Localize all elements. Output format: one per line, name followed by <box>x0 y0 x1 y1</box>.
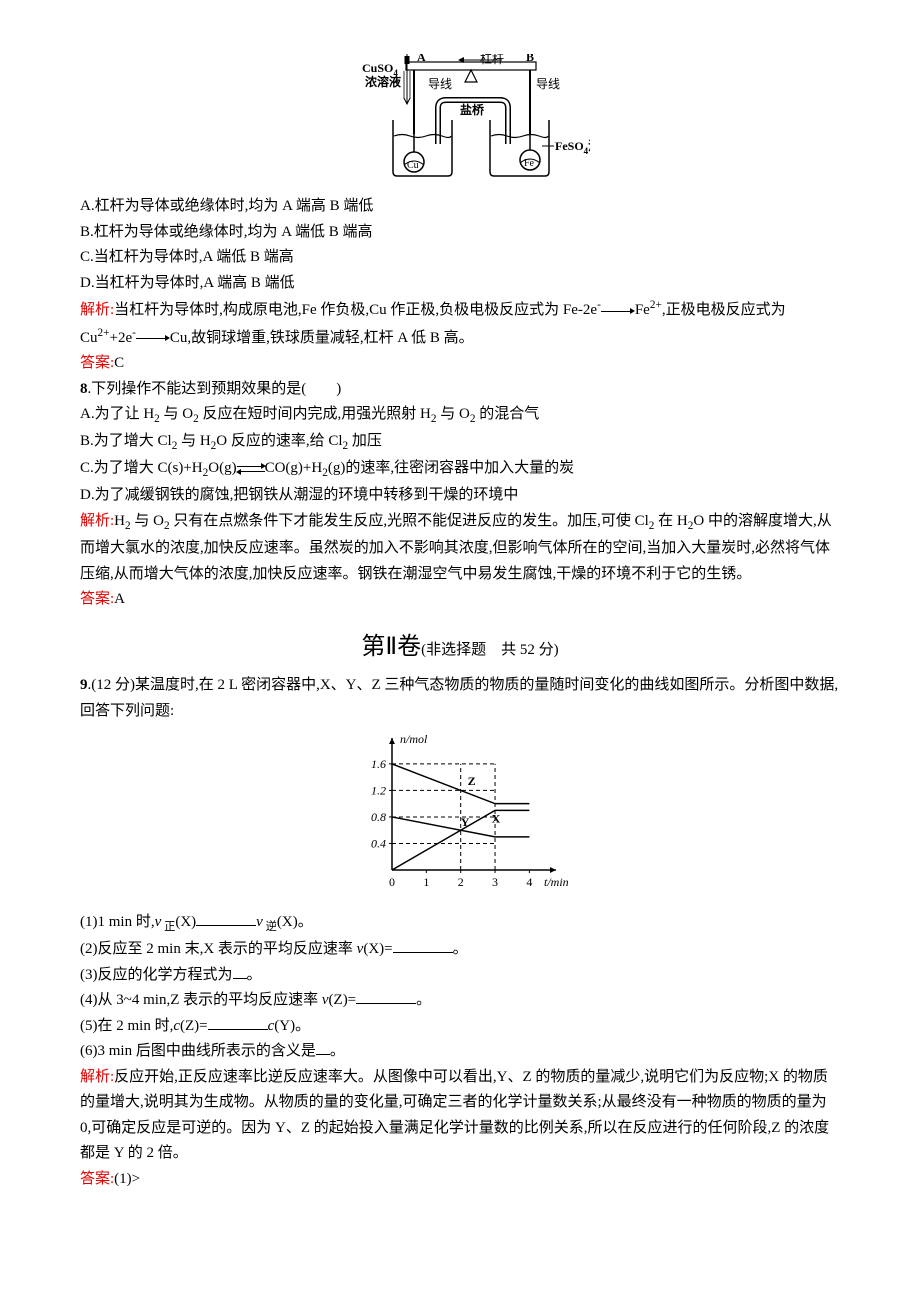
label-A: A <box>417 54 426 64</box>
q9-sub2: (2)反应至 2 min 末,X 表示的平均反应速率 v(X)=。 <box>80 937 840 963</box>
q7-opt-d: D.当杠杆为导体时,A 端高 B 端低 <box>80 271 840 297</box>
figure2-svg: 0.4 0.8 1.2 1.6 0 1 2 3 4 Z Y Xn/mol t/min <box>350 730 570 900</box>
q7-opt-c: C.当杠杆为导体时,A 端低 B 端高 <box>80 245 840 271</box>
label-B: B <box>526 54 534 64</box>
section-2-title: 第Ⅱ卷(非选择题 共 52 分) <box>80 627 840 668</box>
q8-opt-d: D.为了减缓钢铁的腐蚀,把钢铁从潮湿的环境中转移到干燥的环境中 <box>80 483 840 509</box>
reversible-arrow-icon <box>237 464 265 474</box>
label-nongsuo: 浓溶液 <box>365 74 401 89</box>
svg-text:1: 1 <box>423 875 429 889</box>
analysis-label: 解析: <box>80 302 114 318</box>
label-feso4: FeSO4溶液 <box>555 138 590 156</box>
figure1-svg: 杠杆 A B 导线 导线 CuSO4 浓溶液 盐桥 Cu <box>330 54 590 184</box>
svg-text:4: 4 <box>526 875 532 889</box>
svg-text:0: 0 <box>389 875 395 889</box>
blank-input[interactable] <box>316 1039 330 1055</box>
blank-input[interactable] <box>208 1014 268 1030</box>
svg-text:2: 2 <box>458 875 464 889</box>
svg-text:0.4: 0.4 <box>371 837 386 851</box>
label-wire-r: 导线 <box>536 77 560 91</box>
svg-text:1.2: 1.2 <box>371 784 386 798</box>
q7-opt-a: A.杠杆为导体或绝缘体时,均为 A 端高 B 端低 <box>80 194 840 220</box>
label-fe: Fe <box>524 158 535 169</box>
q9-analysis: 解析:反应开始,正反应速率比逆反应速率大。从图像中可以看出,Y、Z 的物质的量减… <box>80 1065 840 1167</box>
q9-sub3: (3)反应的化学方程式为。 <box>80 963 840 989</box>
label-wire-l: 导线 <box>428 77 452 91</box>
svg-text:0.8: 0.8 <box>371 810 386 824</box>
q8-answer: 答案:A <box>80 587 840 613</box>
q9-answer: 答案:(1)> <box>80 1167 840 1193</box>
q8-opt-b: B.为了增大 Cl2 与 H2O 反应的速率,给 Cl2 加压 <box>80 429 840 456</box>
q9-sub6: (6)3 min 后图中曲线所表示的含义是。 <box>80 1039 840 1065</box>
blank-input[interactable] <box>356 988 416 1004</box>
label-bridge: 盐桥 <box>460 102 485 117</box>
figure-mole-time-chart: 0.4 0.8 1.2 1.6 0 1 2 3 4 Z Y Xn/mol t/min <box>80 730 840 900</box>
blank-input[interactable] <box>196 910 256 926</box>
q9-sub1: (1)1 min 时,v 正(X)v 逆(X)。 <box>80 910 840 937</box>
q7-opt-b: B.杠杆为导体或绝缘体时,均为 A 端低 B 端高 <box>80 220 840 246</box>
svg-text:t/min: t/min <box>544 875 569 889</box>
q8-stem: 8.下列操作不能达到预期效果的是( ) <box>80 377 840 403</box>
q9-sub5: (5)在 2 min 时,c(Z)=c(Y)。 <box>80 1014 840 1040</box>
q8-analysis: 解析:H2 与 O2 只有在点燃条件下才能发生反应,光照不能促进反应的发生。加压… <box>80 509 840 587</box>
label-cu: Cu <box>407 160 419 171</box>
svg-text:Y: Y <box>461 816 470 830</box>
svg-text:n/mol: n/mol <box>400 732 428 746</box>
svg-text:X: X <box>492 812 501 826</box>
svg-text:3: 3 <box>492 875 498 889</box>
q8-opt-c: C.为了增大 C(s)+H2O(g)CO(g)+H2(g)的速率,往密闭容器中加… <box>80 456 840 483</box>
q9-sub4: (4)从 3~4 min,Z 表示的平均反应速率 v(Z)=。 <box>80 988 840 1014</box>
answer-label: 答案: <box>80 591 114 607</box>
q9-stem: 9.(12 分)某温度时,在 2 L 密闭容器中,X、Y、Z 三种气态物质的物质… <box>80 673 840 724</box>
answer-label: 答案: <box>80 355 114 371</box>
blank-input[interactable] <box>233 963 247 979</box>
svg-text:Z: Z <box>468 774 476 788</box>
svg-text:1.6: 1.6 <box>371 757 386 771</box>
q7-analysis: 解析:当杠杆为导体时,构成原电池,Fe 作负极,Cu 作正极,负极电极反应式为 … <box>80 296 840 351</box>
blank-input[interactable] <box>393 937 453 953</box>
q7-answer: 答案:C <box>80 351 840 377</box>
figure-lever-cell: 杠杆 A B 导线 导线 CuSO4 浓溶液 盐桥 Cu <box>80 54 840 184</box>
analysis-label: 解析: <box>80 1069 114 1085</box>
answer-label: 答案: <box>80 1171 114 1187</box>
analysis-label: 解析: <box>80 513 114 529</box>
q8-opt-a: A.为了让 H2 与 O2 反应在短时间内完成,用强光照射 H2 与 O2 的混… <box>80 402 840 429</box>
